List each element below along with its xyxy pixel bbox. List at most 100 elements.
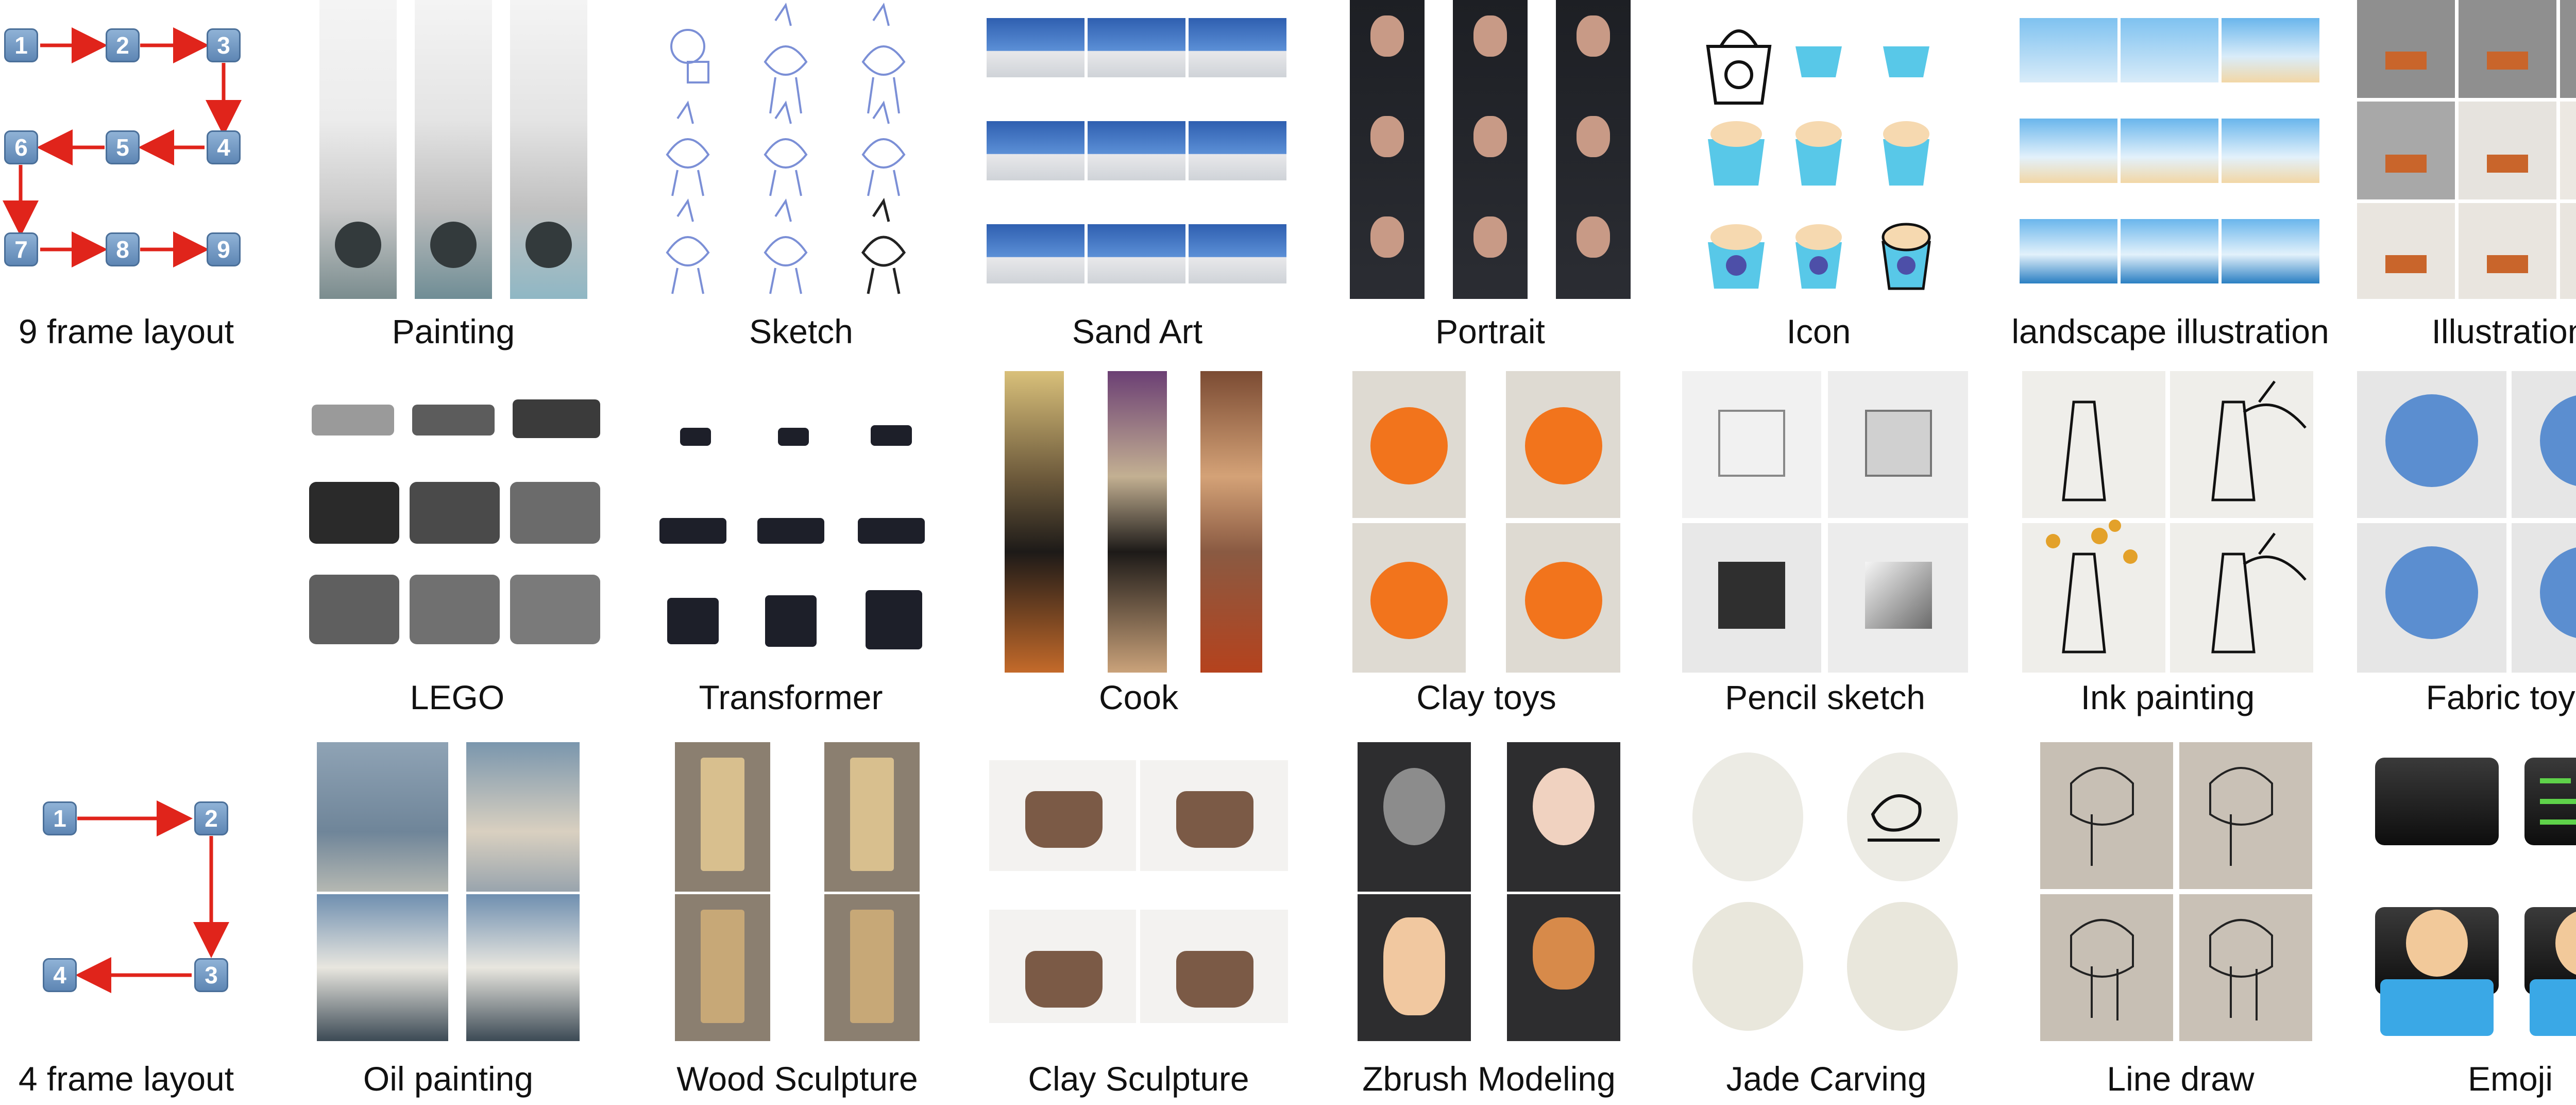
- cook-panel: [1005, 371, 1273, 673]
- oil-painting-frame: [466, 894, 580, 1041]
- landscape-frame: [2222, 119, 2319, 183]
- oil-painting-frame: [317, 742, 448, 892]
- transformer-figure: [858, 518, 925, 544]
- clay-toy-ball: [1525, 562, 1602, 639]
- category-caption: Sketch: [749, 312, 853, 350]
- category-caption: Clay Sculpture: [1028, 1060, 1249, 1098]
- jade-carving-panel: [1687, 742, 1965, 1041]
- lego-camera: [412, 405, 495, 436]
- sand-art-frame: [987, 121, 1084, 180]
- transformer-figure: [778, 428, 809, 446]
- frame-badge-7: 7: [4, 232, 38, 266]
- clay-pot: [1176, 791, 1253, 848]
- transformer-figure: [667, 598, 719, 644]
- lego-camera: [513, 399, 600, 438]
- fabric-toy-bird: [2385, 546, 2478, 639]
- category-caption: Pencil sketch: [1725, 678, 1925, 716]
- wood-figure: [850, 758, 894, 871]
- portrait-face: [1473, 116, 1507, 157]
- sofa-shape: [2385, 155, 2427, 173]
- zbrush-head: [1383, 768, 1445, 845]
- pencil-cube: [1865, 562, 1932, 629]
- wood-figure: [701, 910, 744, 1023]
- icon-panel: [1698, 10, 1940, 299]
- illustration-frame: [2560, 203, 2576, 299]
- lego-camera: [309, 482, 399, 544]
- frame-badge-5: 5: [106, 130, 140, 164]
- landscape-frame: [2121, 119, 2218, 183]
- pencil-sketch-panel: [1682, 371, 1968, 673]
- line-draw-frame: [2040, 742, 2173, 889]
- portrait-face: [1370, 216, 1404, 258]
- transformer-figure: [757, 518, 824, 544]
- zbrush-head: [1383, 917, 1445, 1015]
- ink-vase-drawing: [2046, 380, 2307, 654]
- category-caption: Ink painting: [2080, 678, 2255, 716]
- category-caption: Icon: [1786, 312, 1851, 350]
- four-frame-layout-caption: 4 frame layout: [18, 1060, 234, 1098]
- frame-badge-3: 3: [207, 28, 241, 62]
- landscape-frame: [2222, 219, 2319, 283]
- frame-badge-1: 1: [4, 28, 38, 62]
- clay-pot: [1025, 951, 1103, 1008]
- landscape-frame: [2121, 219, 2218, 283]
- cat-figure: [526, 222, 572, 268]
- clay-toy-ball: [1370, 407, 1448, 484]
- clay-pot: [1176, 951, 1253, 1008]
- wood-figure: [850, 910, 894, 1023]
- sand-art-frame: [1189, 224, 1286, 283]
- ink-frame: [2170, 371, 2313, 518]
- illustration-frame: [2560, 102, 2576, 199]
- sofa-shape: [2487, 255, 2528, 273]
- line-draw-panel: [2040, 742, 2321, 1041]
- category-caption: Illustration: [2431, 312, 2576, 350]
- wood-figure: [701, 758, 744, 871]
- clay-toy-ball: [1370, 562, 1448, 639]
- cook-frame: [1108, 371, 1167, 673]
- category-caption: Cook: [1098, 678, 1179, 716]
- landscape-frame: [2020, 219, 2117, 283]
- category-caption: Line draw: [2107, 1060, 2255, 1098]
- category-caption: LEGO: [410, 678, 505, 716]
- line-draw-frame: [2040, 894, 2173, 1041]
- portrait-face: [1577, 216, 1610, 258]
- line-draw-frame: [2179, 742, 2312, 889]
- ink-frame: [2170, 523, 2313, 673]
- person-emoji: [2406, 910, 2468, 977]
- code-lines-icon: [2540, 819, 2576, 825]
- sofa-shape: [2487, 52, 2528, 70]
- illustration-frame: [2357, 203, 2455, 299]
- transformer-figure: [765, 595, 817, 647]
- zbrush-head: [1533, 768, 1595, 845]
- pencil-cube: [1718, 562, 1785, 629]
- jade-piece: [1692, 752, 1803, 881]
- category-caption: Transformer: [699, 678, 883, 716]
- category-caption: landscape illustration: [2011, 312, 2329, 350]
- sketch-drawing: [666, 3, 906, 294]
- ink-painting-panel: [2022, 371, 2313, 673]
- transformer-figure: [871, 425, 912, 446]
- sand-art-frame: [1189, 18, 1286, 77]
- laptop-icon: [2530, 979, 2576, 1036]
- portrait-face: [1473, 216, 1507, 258]
- illustration-frame: [2560, 0, 2576, 98]
- emoji-panel: [2370, 752, 2576, 1041]
- transformer-figure: [659, 518, 726, 544]
- frame-badge-4: 4: [43, 958, 77, 992]
- landscape-frame: [2222, 18, 2319, 82]
- transformer-figure: [866, 590, 922, 649]
- sofa-shape: [2487, 155, 2528, 173]
- sketch-panel: [657, 0, 945, 299]
- category-caption: Portrait: [1435, 312, 1545, 350]
- portrait-face: [1370, 116, 1404, 157]
- monitor-icon: [2375, 758, 2499, 845]
- category-caption: Oil painting: [363, 1060, 534, 1098]
- portrait-face: [1577, 15, 1610, 57]
- line-draw-frame: [2179, 894, 2312, 1041]
- lego-camera: [510, 482, 600, 544]
- oil-painting-panel: [317, 742, 580, 1041]
- category-caption: Sand Art: [1072, 312, 1203, 350]
- cat-figure: [335, 222, 381, 268]
- frame-badge-9: 9: [207, 232, 241, 266]
- frame-badge-2: 2: [194, 801, 228, 835]
